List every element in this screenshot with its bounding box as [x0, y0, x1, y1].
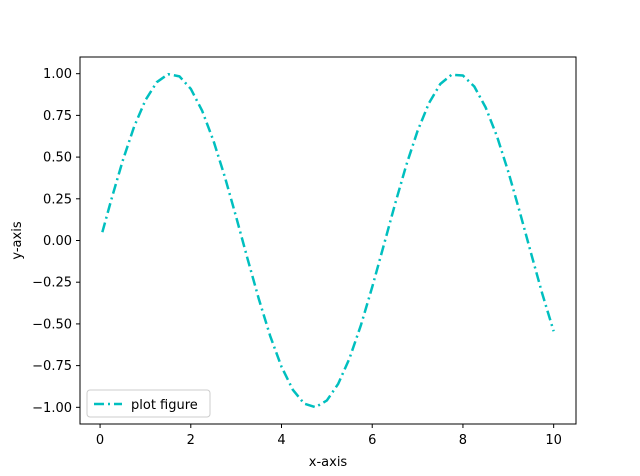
- x-tick-label: 6: [368, 433, 376, 448]
- x-axis-label: x-axis: [309, 455, 348, 470]
- y-tick-label: −0.75: [32, 359, 72, 374]
- x-tick-label: 2: [187, 433, 195, 448]
- x-tick-label: 10: [545, 433, 562, 448]
- legend: plot figure: [86, 389, 211, 418]
- y-tick-label: −0.25: [32, 276, 72, 291]
- legend-box: [86, 389, 211, 418]
- y-axis-label: y-axis: [10, 221, 25, 259]
- x-tick-label: 4: [277, 433, 285, 448]
- series-layer: [101, 72, 555, 409]
- y-tick-label: −1.00: [32, 401, 72, 416]
- x-tick-label: 8: [459, 433, 467, 448]
- y-tick-label: −0.50: [32, 317, 72, 332]
- y-tick-label: 0.25: [43, 192, 72, 207]
- x-tick-label: 0: [96, 433, 104, 448]
- y-tick-label: 0.75: [43, 109, 72, 124]
- plot-area: [80, 57, 576, 424]
- series-line-0: [101, 72, 555, 409]
- legend-label: plot figure: [131, 398, 198, 413]
- y-axis-ticks: −1.00 −0.75 −0.50 −0.25 0.00 0.25 0.50 0.75 1.00: [32, 67, 80, 416]
- y-tick-label: 0.00: [43, 234, 72, 249]
- x-axis-ticks: 0 2 4 6 8 10: [96, 424, 562, 448]
- y-tick-label: 1.00: [43, 67, 72, 82]
- y-tick-label: 0.50: [43, 151, 72, 166]
